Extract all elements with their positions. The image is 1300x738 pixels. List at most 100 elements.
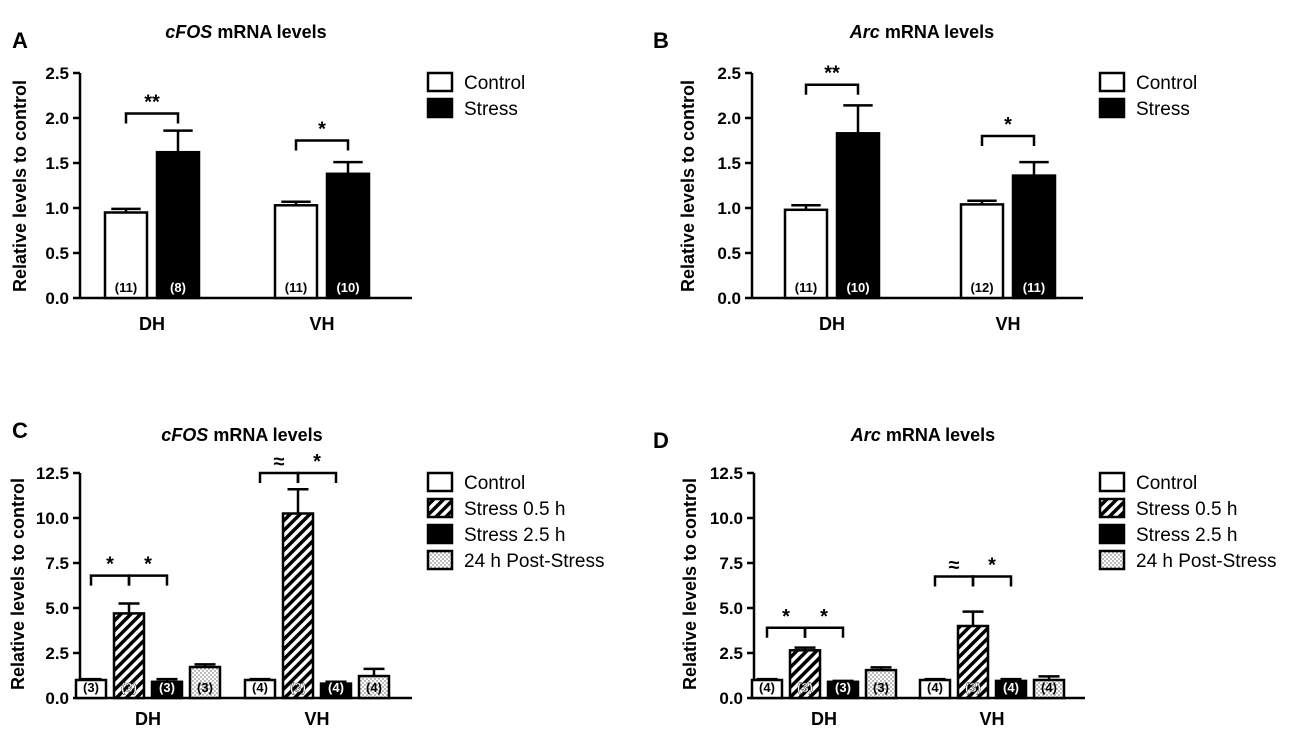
n-label: (4) <box>927 680 943 695</box>
significance-label: ** <box>144 92 160 114</box>
bar-dh-stress-0-5-h <box>788 649 822 700</box>
legend-swatch <box>1098 523 1126 545</box>
y-tick-label: 1.0 <box>717 199 741 218</box>
legend-label: Control <box>1136 473 1197 494</box>
y-tick-label: 10.0 <box>710 509 743 528</box>
bar-dh-control <box>783 208 829 300</box>
y-tick-label: 0.0 <box>717 289 741 308</box>
bar-dh-24-h-post-stress <box>864 668 898 700</box>
n-label: (4) <box>1003 680 1019 695</box>
legend-swatch <box>426 523 454 545</box>
y-tick-label: 12.5 <box>710 464 743 483</box>
category-label: VH <box>304 709 329 729</box>
legend-swatch <box>1098 97 1126 119</box>
legend-label: Stress 0.5 h <box>1136 499 1237 520</box>
legend-swatch <box>426 71 454 93</box>
significance-bracket <box>971 575 1013 587</box>
bar-vh-stress-0-5-h <box>281 512 315 700</box>
y-axis-label: Relative levels to control <box>10 80 30 292</box>
significance-label: * <box>988 555 996 577</box>
n-label: (3) <box>797 680 813 695</box>
y-tick-label: 2.5 <box>45 64 69 83</box>
significance-bracket <box>124 112 180 124</box>
significance-label: * <box>106 554 114 576</box>
legend-swatch <box>426 497 454 519</box>
panel-letter: C <box>12 418 28 443</box>
legend-label: 24 h Post-Stress <box>1136 551 1276 572</box>
bar-dh-24-h-post-stress <box>188 665 222 700</box>
significance-bracket <box>804 83 860 95</box>
y-tick-label: 1.0 <box>45 199 69 218</box>
legend-label: Stress <box>1136 99 1190 120</box>
significance-bracket <box>980 134 1036 146</box>
significance-label: ≈ <box>274 451 285 473</box>
bar-dh-stress-0-5-h <box>112 612 146 700</box>
n-label: (12) <box>970 280 993 295</box>
n-label: (3) <box>835 680 851 695</box>
bar-dh-control <box>750 678 784 700</box>
significance-label: * <box>318 119 326 141</box>
category-label: DH <box>135 709 161 729</box>
panel-d: D Arc mRNA levels Relative levels to contr… <box>653 425 1276 729</box>
significance-label: * <box>313 451 321 473</box>
n-label: (4) <box>328 680 344 695</box>
y-tick-label: 2.0 <box>45 109 69 128</box>
category-label: VH <box>309 314 334 334</box>
y-tick-label: 7.5 <box>719 554 743 573</box>
bar-dh-stress-2-5-h <box>826 680 860 700</box>
n-label: (10) <box>336 280 359 295</box>
n-label: (8) <box>170 280 186 295</box>
n-label: (3) <box>197 680 213 695</box>
title-gene: Arc <box>850 425 881 445</box>
bar-vh-control <box>243 678 277 700</box>
panel-letter: B <box>653 28 669 53</box>
legend-label: Control <box>1136 73 1197 94</box>
n-label: (4) <box>252 680 268 695</box>
chart-title: cFOS mRNA levels <box>165 22 326 42</box>
legend-label: Stress 0.5 h <box>464 499 565 520</box>
y-tick-label: 0.0 <box>45 689 69 708</box>
significance-label: ≈ <box>949 555 960 577</box>
n-label: (3) <box>159 680 175 695</box>
y-tick-label: 0.0 <box>45 289 69 308</box>
legend-swatch <box>1098 471 1126 493</box>
legend-label: Control <box>464 473 525 494</box>
significance-label: * <box>820 606 828 628</box>
bar-vh-stress-2-5-h <box>319 682 353 700</box>
n-label: (3) <box>290 680 306 695</box>
n-label: (4) <box>366 680 382 695</box>
category-label: VH <box>979 709 1004 729</box>
n-label: (11) <box>115 280 137 295</box>
chart-title: Arc mRNA levels <box>850 425 995 445</box>
y-tick-label: 10.0 <box>36 509 69 528</box>
significance-bracket <box>296 471 338 483</box>
chart-title: Arc mRNA levels <box>849 22 994 42</box>
y-tick-label: 2.0 <box>717 109 741 128</box>
legend-swatch <box>1098 549 1126 571</box>
title-text: mRNA levels <box>208 425 322 445</box>
y-axis-label: Relative levels to control <box>680 478 700 690</box>
category-label: DH <box>819 314 845 334</box>
chart-title: cFOS mRNA levels <box>161 425 322 445</box>
title-text: mRNA levels <box>212 22 326 42</box>
n-label: (3) <box>965 680 981 695</box>
category-label: DH <box>139 314 165 334</box>
n-label: (4) <box>759 680 775 695</box>
bar-dh-stress-2-5-h <box>150 680 184 700</box>
significance-label: * <box>782 606 790 628</box>
legend-swatch <box>426 549 454 571</box>
bar-dh-stress <box>835 132 881 300</box>
bar-vh-control <box>918 678 952 700</box>
y-axis-label: Relative levels to control <box>678 80 698 292</box>
bar-vh-24-h-post-stress <box>1032 678 1066 700</box>
legend-swatch <box>1098 497 1126 519</box>
panel-letter: D <box>653 428 669 453</box>
n-label: (11) <box>1023 280 1045 295</box>
y-tick-label: 0.5 <box>45 244 69 263</box>
category-label: VH <box>995 314 1020 334</box>
significance-bracket <box>127 574 169 586</box>
significance-bracket <box>933 575 975 587</box>
